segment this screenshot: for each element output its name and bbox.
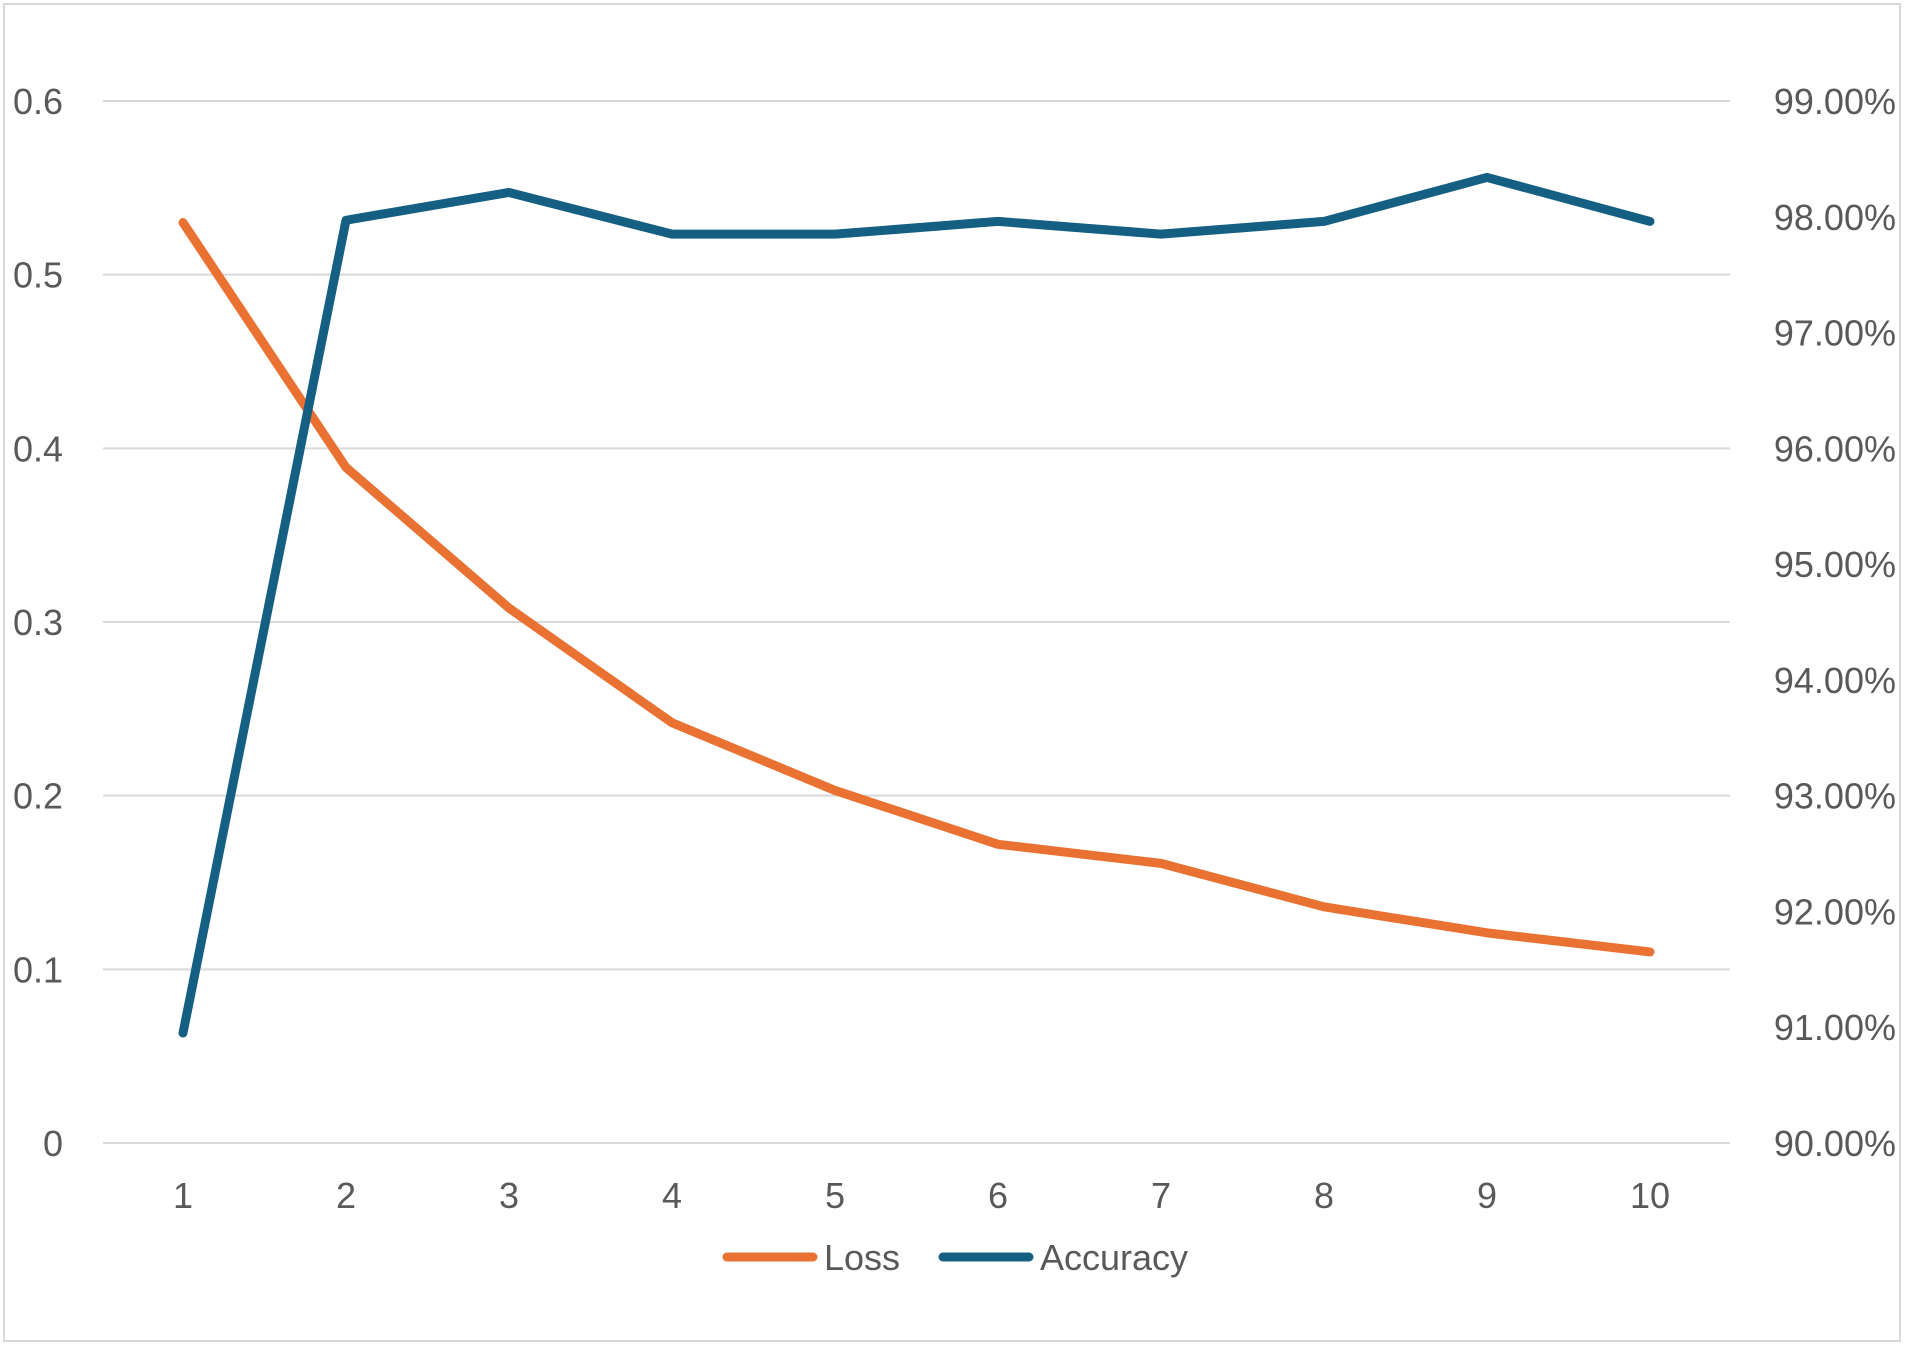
x-tick-label-2: 3 bbox=[499, 1175, 519, 1216]
right-tick-label-5: 95.00% bbox=[1774, 544, 1896, 585]
right-tick-label-4: 94.00% bbox=[1774, 660, 1896, 701]
left-tick-label-4: 0.4 bbox=[13, 428, 63, 469]
accuracy-point-6 bbox=[1160, 233, 1162, 235]
loss-point-3 bbox=[671, 722, 673, 724]
left-tick-label-2: 0.2 bbox=[13, 776, 63, 817]
loss-point-2 bbox=[508, 607, 510, 609]
left-axis-ticks: 0 0.1 0.2 0.3 0.4 0.5 0.6 bbox=[13, 81, 63, 1164]
x-tick-label-8: 9 bbox=[1477, 1175, 1497, 1216]
accuracy-point-4 bbox=[834, 233, 836, 235]
loss-point-1 bbox=[345, 466, 347, 468]
legend: Loss Accuracy bbox=[722, 1237, 1188, 1278]
right-tick-label-8: 98.00% bbox=[1774, 197, 1896, 238]
x-tick-label-1: 2 bbox=[336, 1175, 356, 1216]
right-tick-label-0: 90.00% bbox=[1774, 1123, 1896, 1164]
left-tick-label-3: 0.3 bbox=[13, 602, 63, 643]
x-axis-ticks: 1 2 3 4 5 6 7 8 9 10 bbox=[173, 1175, 1670, 1216]
accuracy-point-7 bbox=[1323, 220, 1325, 222]
accuracy-point-2 bbox=[508, 191, 510, 193]
accuracy-point-9 bbox=[1649, 220, 1651, 222]
x-tick-label-7: 8 bbox=[1314, 1175, 1334, 1216]
right-tick-label-9: 99.00% bbox=[1774, 81, 1896, 122]
left-tick-label-5: 0.5 bbox=[13, 255, 63, 296]
loss-line bbox=[178, 218, 1655, 957]
right-tick-label-3: 93.00% bbox=[1774, 776, 1896, 817]
x-tick-label-9: 10 bbox=[1630, 1175, 1670, 1216]
loss-point-9 bbox=[1649, 951, 1651, 953]
right-axis-ticks: 90.00% 91.00% 92.00% 93.00% 94.00% 95.00% 96.0… bbox=[1774, 81, 1896, 1164]
loss-point-6 bbox=[1160, 862, 1162, 864]
right-tick-label-7: 97.00% bbox=[1774, 313, 1896, 354]
loss-point-0 bbox=[182, 222, 184, 224]
accuracy-point-3 bbox=[671, 233, 673, 235]
x-tick-label-6: 7 bbox=[1151, 1175, 1171, 1216]
accuracy-point-8 bbox=[1486, 176, 1488, 178]
x-tick-label-0: 1 bbox=[173, 1175, 193, 1216]
loss-point-8 bbox=[1486, 932, 1488, 934]
gridlines bbox=[103, 100, 1730, 1144]
series-lines bbox=[178, 172, 1655, 1038]
x-tick-label-3: 4 bbox=[662, 1175, 682, 1216]
accuracy-point-0 bbox=[182, 1032, 184, 1034]
right-tick-label-2: 92.00% bbox=[1774, 891, 1896, 932]
loss-point-4 bbox=[834, 789, 836, 791]
accuracy-point-5 bbox=[997, 220, 999, 222]
left-tick-label-6: 0.6 bbox=[13, 81, 63, 122]
left-tick-label-0: 0 bbox=[43, 1123, 63, 1164]
x-tick-label-5: 6 bbox=[988, 1175, 1008, 1216]
accuracy-line bbox=[178, 172, 1655, 1038]
left-tick-label-1: 0.1 bbox=[13, 949, 63, 990]
accuracy-point-1 bbox=[345, 219, 347, 221]
loss-point-7 bbox=[1323, 906, 1325, 908]
legend-label-loss: Loss bbox=[824, 1237, 900, 1278]
loss-point-5 bbox=[997, 843, 999, 845]
right-tick-label-1: 91.00% bbox=[1774, 1007, 1896, 1048]
legend-label-accuracy: Accuracy bbox=[1040, 1237, 1188, 1278]
x-tick-label-4: 5 bbox=[825, 1175, 845, 1216]
right-tick-label-6: 96.00% bbox=[1774, 428, 1896, 469]
